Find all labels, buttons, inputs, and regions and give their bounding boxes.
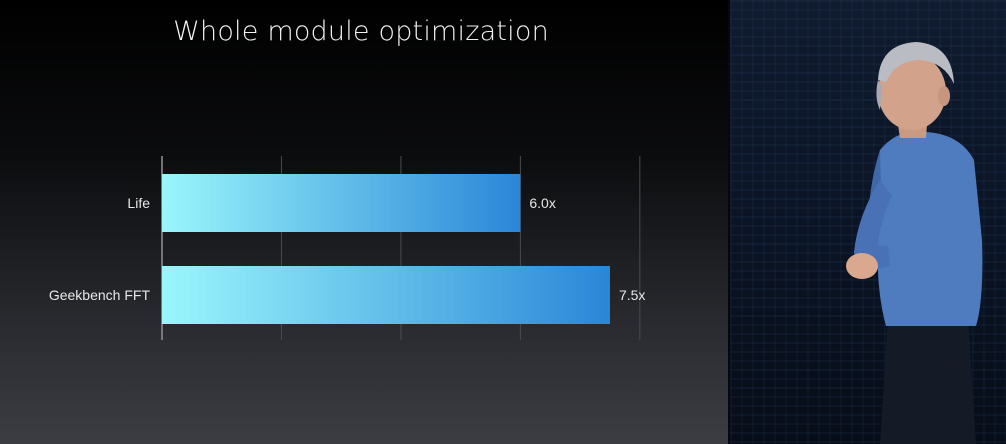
value-label: 6.0x	[529, 195, 555, 211]
bar-life	[162, 174, 521, 232]
value-label: 7.5x	[619, 287, 645, 303]
slide: Whole module optimization Life 6.0x Geekbe…	[0, 0, 730, 444]
presenter-icon	[846, 42, 983, 444]
presenter-photo	[730, 0, 1006, 444]
bar-chart: Life 6.0x Geekbench FFT 7.5x	[49, 156, 646, 340]
category-label: Life	[127, 195, 150, 211]
category-label: Geekbench FFT	[49, 287, 151, 303]
labels: Life 6.0x Geekbench FFT 7.5x	[49, 195, 646, 303]
bars	[162, 174, 610, 324]
frame-divider	[728, 0, 731, 444]
slide-title: Whole module optimization	[173, 16, 549, 47]
bar-geekbench-fft	[162, 266, 610, 324]
